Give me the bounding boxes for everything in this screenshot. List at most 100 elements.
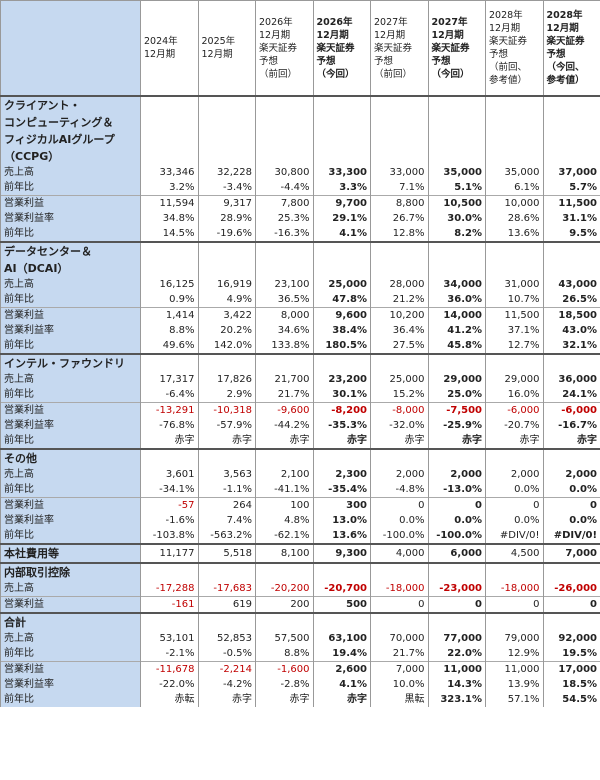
cell: 0	[370, 497, 429, 513]
empty-cell	[197, 448, 256, 467]
cell: 23,200	[312, 372, 371, 387]
cell: -20,700	[312, 581, 371, 597]
cell: 29,000	[485, 372, 544, 387]
column-header: 2025年 12月期	[197, 0, 256, 97]
cell: 21,700	[255, 372, 314, 387]
empty-cell	[140, 353, 199, 372]
cell: -9,600	[255, 402, 314, 418]
cell: 赤字	[370, 433, 429, 449]
cell: 30,800	[255, 165, 314, 180]
cell: 0	[427, 497, 486, 513]
row-label: 売上高	[0, 467, 141, 482]
data-row: 前年比 赤字 赤字 赤字 赤字 赤字 赤字 赤字 赤字	[0, 433, 600, 449]
empty-cell	[140, 448, 199, 467]
cell: 300	[312, 497, 371, 513]
cell: 142.0%	[197, 338, 256, 354]
cell: 30.0%	[427, 211, 486, 226]
cell: 33,300	[312, 165, 371, 180]
data-row: 売上高 17,317 17,826 21,700 23,200 25,000 29,000 2…	[0, 372, 600, 387]
cell: 赤字	[197, 692, 256, 707]
cell: 10,200	[370, 307, 429, 323]
cell: -17,288	[140, 581, 199, 597]
cell: -62.1%	[255, 528, 314, 544]
cell: -7,500	[427, 402, 486, 418]
cell: -8,200	[312, 402, 371, 418]
cell: -20.7%	[485, 418, 544, 433]
cell: #DIV/0!	[542, 528, 600, 544]
cell: 7,800	[255, 195, 314, 211]
cell: 2,100	[255, 467, 314, 482]
row-label: 前年比	[0, 292, 141, 308]
cell: 28.6%	[485, 211, 544, 226]
cell: -1.1%	[197, 482, 256, 498]
cell: -0.5%	[197, 646, 256, 662]
column-header: 2028年 12月期 楽天証券 予想 （前回、 参考値）	[485, 0, 544, 97]
cell: 36.5%	[255, 292, 314, 308]
cell: 33,346	[140, 165, 199, 180]
section-title: 合計	[0, 612, 141, 631]
cell: 赤字	[140, 433, 199, 449]
cell: 70,000	[370, 631, 429, 646]
cell: 2,000	[370, 467, 429, 482]
cell: 35,000	[485, 165, 544, 180]
data-row: 前年比 -34.1% -1.1% -41.1% -35.4% -4.8% -13.0% 0.0…	[0, 482, 600, 498]
cell: 4,000	[370, 543, 429, 563]
cell: 10,000	[485, 195, 544, 211]
section-row: その他	[0, 448, 600, 467]
section-title: 内部取引控除	[0, 562, 141, 581]
cell: -17,683	[197, 581, 256, 597]
cell: -4.8%	[370, 482, 429, 498]
cell: 264	[197, 497, 256, 513]
cell: -3.4%	[197, 180, 256, 196]
empty-cell	[485, 562, 544, 581]
empty-cell	[370, 562, 429, 581]
cell: 0.9%	[140, 292, 199, 308]
cell: 2,600	[312, 661, 371, 677]
cell: 31,000	[485, 277, 544, 292]
column-header: 2027年 12月期 楽天証券 予想 （前回）	[370, 0, 429, 97]
cell: 14.5%	[140, 226, 199, 242]
cell: 24.1%	[542, 387, 600, 403]
cell: 92,000	[542, 631, 600, 646]
empty-cell	[312, 353, 371, 372]
cell: -1,600	[255, 661, 314, 677]
cell: 16.0%	[485, 387, 544, 403]
cell: 5,518	[197, 543, 256, 563]
section-row: データセンター＆ AI（DCAI）	[0, 241, 600, 277]
cell: 30.1%	[312, 387, 371, 403]
cell: 500	[312, 596, 371, 613]
cell: 49.6%	[140, 338, 199, 354]
cell: 7.4%	[197, 513, 256, 528]
cell: 35,000	[427, 165, 486, 180]
cell: 0	[542, 497, 600, 513]
empty-cell	[197, 353, 256, 372]
data-row: 営業利益率 8.8% 20.2% 34.6% 38.4% 36.4% 41.2% 37.1% 4…	[0, 323, 600, 338]
forecast-table: 2024年 12月期 2025年 12月期 2026年 12月期 楽天証券 予想 （…	[0, 0, 600, 707]
row-label: 前年比	[0, 338, 141, 354]
row-label: 売上高	[0, 165, 141, 180]
cell: 54.5%	[542, 692, 600, 707]
cell: -2.1%	[140, 646, 199, 662]
cell: 2.9%	[197, 387, 256, 403]
cell: -13,291	[140, 402, 199, 418]
cell: 11,594	[140, 195, 199, 211]
empty-cell	[485, 448, 544, 467]
row-label: 売上高	[0, 372, 141, 387]
cell: 53,101	[140, 631, 199, 646]
cell: 19.5%	[542, 646, 600, 662]
cell: 21.7%	[255, 387, 314, 403]
data-row: 営業利益 -13,291 -10,318 -9,600 -8,200 -8,000 -7,5…	[0, 402, 600, 418]
cell: -563.2%	[197, 528, 256, 544]
cell: 36.0%	[427, 292, 486, 308]
data-row: 売上高 16,125 16,919 23,100 25,000 28,000 34,000 3…	[0, 277, 600, 292]
cell: 21.2%	[370, 292, 429, 308]
cell: -20,200	[255, 581, 314, 597]
data-row: 営業利益率 -22.0% -4.2% -2.8% 4.1% 10.0% 14.3% 13.9%…	[0, 677, 600, 692]
cell: 25.3%	[255, 211, 314, 226]
data-row: 前年比 -6.4% 2.9% 21.7% 30.1% 15.2% 25.0% 16.0% 24.…	[0, 387, 600, 403]
cell: 赤字	[255, 433, 314, 449]
cell: -10,318	[197, 402, 256, 418]
section-title: 本社費用等	[0, 543, 141, 563]
cell: 赤字	[312, 692, 371, 707]
data-row: 売上高 53,101 52,853 57,500 63,100 70,000 77,000 7…	[0, 631, 600, 646]
